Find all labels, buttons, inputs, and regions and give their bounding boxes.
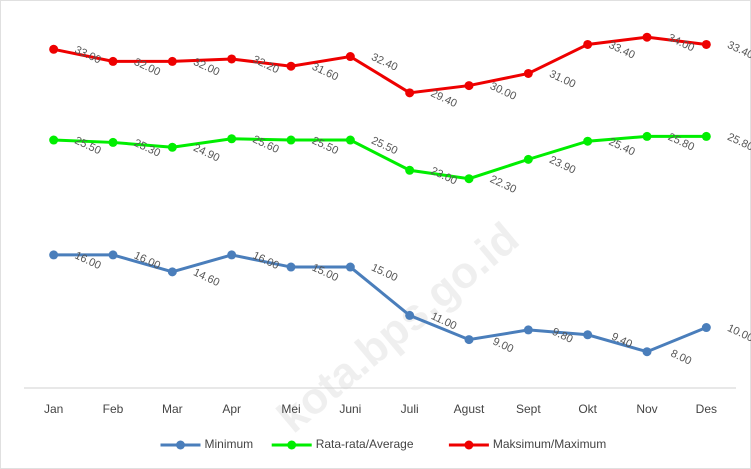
point — [642, 131, 652, 141]
point — [405, 310, 415, 320]
series-line — [53, 134, 707, 181]
point — [49, 250, 59, 260]
point — [167, 56, 177, 66]
point — [583, 330, 593, 340]
x-tick-label: Mei — [281, 402, 300, 416]
point — [227, 134, 237, 144]
point — [49, 44, 59, 54]
point — [583, 39, 593, 49]
point — [49, 135, 59, 145]
point — [227, 54, 237, 64]
legend-marker — [287, 440, 297, 450]
legend-marker — [464, 440, 474, 450]
point — [701, 39, 711, 49]
legend-marker — [176, 440, 185, 450]
point — [405, 165, 415, 175]
x-tick-label: Mar — [162, 402, 183, 416]
x-tick-label: Juli — [401, 402, 419, 416]
point — [345, 52, 355, 62]
x-tick-label: Nov — [636, 402, 657, 416]
legend-label: Minimum — [205, 437, 254, 451]
point — [523, 325, 533, 335]
point — [227, 250, 237, 260]
x-tick-label: Apr — [222, 402, 241, 416]
point — [108, 56, 118, 66]
legend-label: Rata-rata/Average — [316, 437, 414, 451]
point — [523, 154, 533, 164]
point — [405, 88, 415, 98]
point — [345, 135, 355, 145]
point — [286, 61, 296, 71]
point — [167, 142, 177, 152]
point — [167, 267, 177, 277]
point — [108, 137, 118, 147]
point — [464, 335, 474, 345]
point — [345, 262, 355, 272]
x-tick-label: Jan — [44, 402, 63, 416]
point — [286, 262, 296, 272]
point — [286, 135, 296, 145]
series-line — [53, 253, 707, 354]
x-tick-label: Okt — [578, 402, 597, 416]
point — [464, 81, 474, 91]
point — [464, 174, 474, 184]
x-tick-label: Sept — [516, 402, 541, 416]
x-tick-label: Juni — [339, 402, 361, 416]
point — [583, 136, 593, 146]
point — [108, 250, 118, 260]
point — [523, 68, 533, 78]
x-tick-label: Des — [696, 402, 717, 416]
point — [642, 347, 652, 357]
legend-label: Maksimum/Maximum — [493, 437, 606, 451]
series-line — [53, 35, 707, 95]
point — [701, 323, 711, 333]
x-tick-label: Agust — [454, 402, 485, 416]
point — [701, 131, 711, 141]
point — [642, 32, 652, 42]
x-tick-label: Feb — [103, 402, 124, 416]
